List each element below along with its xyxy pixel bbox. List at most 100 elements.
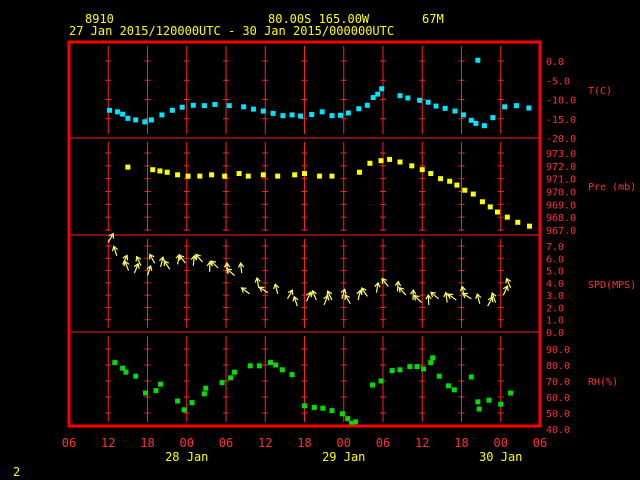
temperature-point (475, 57, 481, 63)
humidity-point (201, 391, 207, 397)
humidity-point (370, 382, 376, 388)
humidity-point (289, 372, 295, 378)
pressure-point (397, 159, 403, 165)
temperature-point (329, 113, 335, 119)
wind-arrow (107, 232, 115, 243)
humidity-point (279, 367, 285, 373)
wind-arrow (381, 277, 389, 287)
plot-marks (107, 57, 533, 426)
x-tick-label: 06 (533, 436, 547, 450)
wind-arrow-shaft (491, 292, 497, 303)
pressure-point (487, 204, 493, 210)
humidity-point (320, 405, 326, 411)
wind-arrow-shaft (413, 295, 423, 303)
humidity-point (267, 360, 273, 366)
temperature-point (526, 105, 532, 111)
wind-arrow-shaft (487, 297, 493, 307)
wind-arrow-shaft (146, 265, 152, 276)
wind-arrow (258, 286, 269, 294)
temperature-point (120, 111, 126, 117)
wind-arrow-head (398, 286, 405, 293)
wind-arrow-shaft (210, 260, 219, 269)
y-tick-label: 0.0 (546, 328, 564, 339)
humidity-point (345, 416, 351, 422)
wind-arrow-shaft (327, 290, 333, 301)
pressure-point (157, 168, 163, 174)
wind-arrow-head (258, 286, 265, 293)
humidity-point (153, 388, 159, 394)
humidity-point (414, 364, 420, 370)
wind-arrow-head (413, 294, 420, 301)
wind-arrow (502, 284, 509, 296)
wind-arrow-shaft (502, 285, 508, 296)
temperature-point (468, 117, 474, 123)
temperature-point (405, 95, 411, 101)
wind-arrow-shaft (445, 292, 448, 303)
pressure-point (260, 172, 266, 178)
y-tick-label: -5.0 (546, 76, 570, 87)
wind-arrow-head (178, 254, 185, 261)
humidity-point (143, 390, 149, 396)
pressure-point (302, 171, 307, 177)
pressure-point (367, 160, 373, 166)
wind-arrow-shaft (160, 257, 164, 268)
wind-arrow-head (502, 284, 509, 292)
wind-arrow-head (447, 293, 454, 300)
pressure-point (428, 171, 434, 177)
humidity-point (428, 360, 434, 366)
wind-arrow-head (410, 288, 417, 295)
wind-arrow (356, 289, 363, 301)
wind-arrow-shaft (305, 291, 312, 302)
wind-arrow-shaft (293, 296, 298, 307)
pressure-point (494, 209, 500, 215)
wind-arrow (430, 291, 439, 300)
pressure-point (378, 158, 384, 164)
temperature-point (298, 113, 304, 119)
wind-arrow-shaft (226, 268, 235, 276)
humidity-point (508, 390, 514, 396)
wind-arrow (133, 262, 140, 274)
wind-arrow-head (459, 285, 467, 292)
wind-arrow-shaft (122, 255, 128, 265)
wind-arrow (305, 291, 312, 302)
humidity-point (436, 373, 442, 379)
x-day-label: 30 Jan (479, 450, 522, 464)
y-tick-label: 967.0 (546, 226, 576, 237)
x-tick-label: 18 (297, 436, 311, 450)
wind-arrow-shaft (311, 290, 317, 301)
wind-arrow-head (475, 293, 482, 300)
temperature-point (490, 115, 496, 121)
wind-arrow-shaft (241, 287, 250, 295)
wind-arrow-shaft (344, 294, 351, 305)
humidity-point (475, 399, 481, 405)
temperature-point (212, 102, 218, 108)
temperature-point (473, 120, 479, 126)
x-day-label: 28 Jan (165, 450, 208, 464)
wind-arrow (505, 277, 512, 289)
wind-arrow-head (240, 287, 247, 293)
wind-arrow (135, 255, 142, 266)
wind-arrow (254, 276, 261, 288)
pressure-point (125, 164, 131, 170)
station-elevation: 67M (422, 12, 444, 26)
pressure-point (329, 173, 335, 179)
temperature-point (201, 103, 207, 109)
x-tick-label: 06 (62, 436, 76, 450)
y-tick-label: 970.0 (546, 188, 576, 199)
humidity-point (219, 380, 225, 386)
grid (69, 46, 540, 422)
wind-arrow-head (505, 277, 512, 284)
time-period: 27 Jan 2015/120000UTC - 30 Jan 2015/0000… (69, 24, 394, 38)
humidity-point (175, 398, 181, 404)
temperature-point (125, 115, 131, 121)
wind-arrow-shaft (240, 263, 243, 274)
wind-arrow-shaft (398, 287, 407, 296)
pressure-point (164, 169, 170, 175)
wind-arrow-shaft (178, 254, 186, 264)
wind-arrow (223, 261, 231, 274)
temperature-point (107, 107, 113, 113)
pressure-point (356, 169, 362, 175)
wind-arrow-head (425, 293, 432, 300)
temperature-point (179, 104, 185, 110)
y-tick-label: 971.0 (546, 175, 576, 186)
